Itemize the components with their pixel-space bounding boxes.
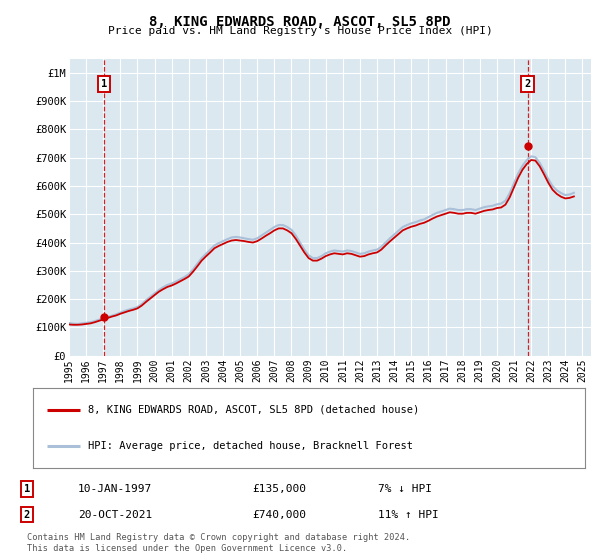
Text: Contains HM Land Registry data © Crown copyright and database right 2024.
This d: Contains HM Land Registry data © Crown c…: [27, 533, 410, 553]
Text: £135,000: £135,000: [252, 484, 306, 494]
Text: 8, KING EDWARDS ROAD, ASCOT, SL5 8PD: 8, KING EDWARDS ROAD, ASCOT, SL5 8PD: [149, 15, 451, 29]
Text: £740,000: £740,000: [252, 510, 306, 520]
Text: 2: 2: [524, 79, 530, 89]
Text: 2: 2: [24, 510, 30, 520]
Text: 20-OCT-2021: 20-OCT-2021: [78, 510, 152, 520]
Text: 10-JAN-1997: 10-JAN-1997: [78, 484, 152, 494]
Text: HPI: Average price, detached house, Bracknell Forest: HPI: Average price, detached house, Brac…: [88, 441, 413, 451]
Text: Price paid vs. HM Land Registry's House Price Index (HPI): Price paid vs. HM Land Registry's House …: [107, 26, 493, 36]
Text: 11% ↑ HPI: 11% ↑ HPI: [378, 510, 439, 520]
Text: 8, KING EDWARDS ROAD, ASCOT, SL5 8PD (detached house): 8, KING EDWARDS ROAD, ASCOT, SL5 8PD (de…: [88, 404, 419, 414]
Text: 1: 1: [24, 484, 30, 494]
Text: 1: 1: [101, 79, 107, 89]
Text: 7% ↓ HPI: 7% ↓ HPI: [378, 484, 432, 494]
